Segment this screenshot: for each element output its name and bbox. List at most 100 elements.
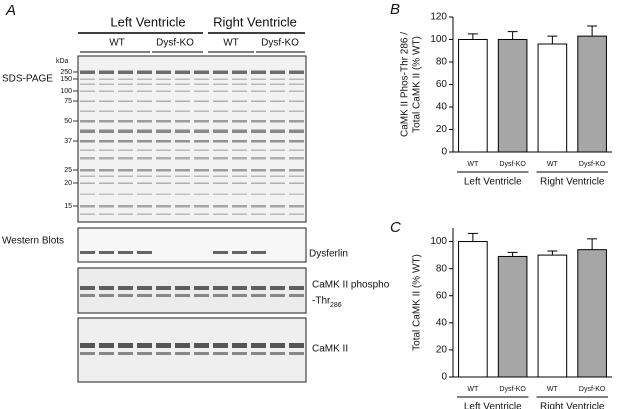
gel-band <box>99 129 114 133</box>
blot-label: CaMK II <box>312 344 348 355</box>
gel-band <box>118 78 133 80</box>
blot-band <box>156 294 171 297</box>
gel-band <box>156 157 171 160</box>
gel-band <box>118 110 133 112</box>
blot-band <box>118 352 133 355</box>
group-label: Right Ventricle <box>213 14 297 29</box>
blot-band <box>175 286 190 290</box>
marker-label: 37 <box>64 138 72 145</box>
blot-band <box>232 343 247 348</box>
y-tick-label: 20 <box>436 124 448 135</box>
gel-band <box>118 129 133 133</box>
group-label: Right Ventricle <box>540 402 605 409</box>
blot-band <box>99 352 114 355</box>
gel-band <box>194 175 209 177</box>
blot-band <box>175 352 190 355</box>
gel-band <box>251 149 266 151</box>
gel-band <box>175 182 190 184</box>
gel-band <box>99 90 114 92</box>
gel-band <box>194 149 209 151</box>
panel-label: C <box>390 219 401 236</box>
gel-band <box>194 157 209 160</box>
gel-band <box>251 70 266 74</box>
gel-band <box>156 205 171 208</box>
sds-gel <box>77 55 307 223</box>
blot-band <box>251 294 266 297</box>
gel-band <box>270 100 285 102</box>
gel-band <box>270 169 285 172</box>
blot-band <box>289 294 304 297</box>
blot-band <box>289 352 304 355</box>
blot-band <box>213 294 228 297</box>
blot-band <box>118 343 133 348</box>
marker-label: 75 <box>64 98 72 105</box>
blot-band <box>270 352 285 355</box>
gel-band <box>99 175 114 177</box>
gel-band <box>232 205 247 208</box>
gel-band <box>118 157 133 160</box>
gel-band <box>156 78 171 80</box>
group-label: Left Ventricle <box>464 402 522 409</box>
blot-band <box>156 286 171 290</box>
gel-band <box>175 100 190 102</box>
gel-band <box>175 83 190 85</box>
x-tick-label: WT <box>547 386 559 393</box>
gel-band <box>156 182 171 184</box>
blot-label: CaMK II phospho <box>312 280 390 291</box>
western-label: Western Blots <box>2 236 64 247</box>
y-tick-label: 120 <box>430 12 447 23</box>
subgroup-label: Dysf-KO <box>156 38 194 49</box>
subgroup-label: WT <box>109 38 125 49</box>
blot-band <box>80 343 95 348</box>
gel-band <box>232 70 247 74</box>
blot-band <box>137 294 152 297</box>
gel-band <box>289 175 304 177</box>
gel-band <box>213 90 228 92</box>
gel-band <box>232 83 247 85</box>
x-tick-label: WT <box>547 161 559 168</box>
gel-band <box>118 149 133 151</box>
x-tick-label: Dysf-KO <box>499 386 526 393</box>
gel-band <box>213 175 228 177</box>
gel-band <box>80 140 95 143</box>
gel-band <box>99 100 114 102</box>
blot-band <box>213 251 228 254</box>
bar <box>497 255 528 378</box>
y-tick-label: 40 <box>436 317 448 328</box>
gel-band <box>175 120 190 123</box>
blot-label-sub: 286 <box>330 302 342 309</box>
gel-band <box>251 157 266 160</box>
gel-band <box>175 213 190 215</box>
gel-band <box>99 169 114 172</box>
gel-band <box>118 213 133 215</box>
blot-band <box>232 352 247 355</box>
gel-band <box>270 182 285 184</box>
gel-band <box>99 213 114 215</box>
gel-band <box>175 129 190 133</box>
gel-band <box>137 169 152 172</box>
gel-band <box>175 175 190 177</box>
blot-band <box>289 343 304 348</box>
gel-band <box>270 149 285 151</box>
gel-band <box>270 110 285 112</box>
y-tick-label: 60 <box>436 290 448 301</box>
y-tick-label: 20 <box>436 345 448 356</box>
gel-band <box>118 83 133 85</box>
gel-band <box>251 78 266 80</box>
gel-band <box>232 110 247 112</box>
gel-band <box>118 70 133 74</box>
blot-band <box>270 286 285 290</box>
gel-band <box>251 83 266 85</box>
gel-band <box>251 110 266 112</box>
gel-band <box>213 169 228 172</box>
blot-band <box>175 294 190 297</box>
gel-band <box>99 110 114 112</box>
bar <box>577 35 607 153</box>
group-label: Left Ventricle <box>110 14 185 29</box>
gel-band <box>137 120 152 123</box>
blot-band <box>118 294 133 297</box>
gel-band <box>80 129 95 133</box>
gel-band <box>213 205 228 208</box>
gel-band <box>80 90 95 92</box>
